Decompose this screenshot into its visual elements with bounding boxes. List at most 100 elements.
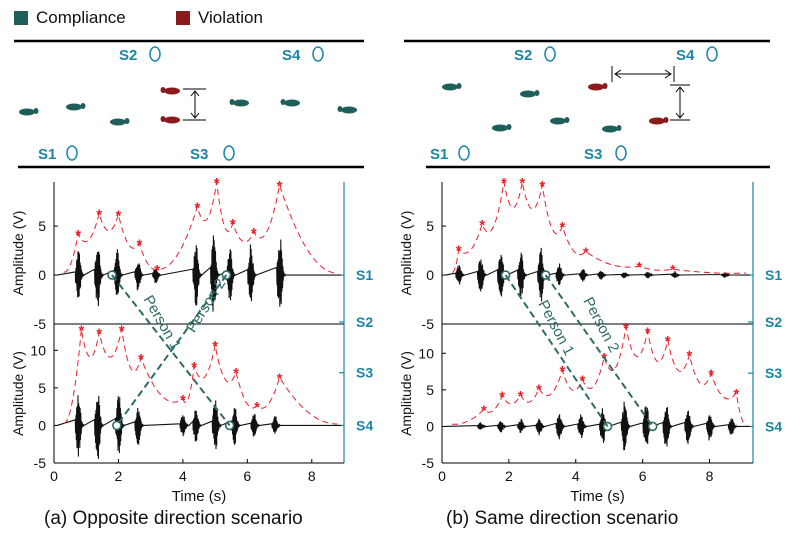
peak-marker: * [136,237,142,254]
y-tick-label: 5 [426,218,434,234]
footprint-icon [520,90,540,98]
x-tick-label: 0 [50,468,58,484]
peak-marker: * [583,245,589,262]
sensor-s2-label: S2 [514,47,532,64]
sensor-s1-label: S1 [430,146,448,163]
violation-footprints-b [588,83,669,125]
peak-marker: * [536,381,542,398]
legend-violation-label: Violation [198,8,263,27]
sensor-s1: S1 [38,145,78,163]
y-tick-label: 0 [38,267,46,283]
y-tick-label: -5 [422,316,435,332]
y-tick-label: -5 [34,455,47,471]
peak-marker: * [518,388,524,405]
x-axis-label: Time (s) [172,488,226,505]
vibration-signal-line [57,235,341,312]
person-track-line [116,274,228,427]
y-tick-label: 0 [426,267,434,283]
peak-marker: * [138,351,144,368]
y-axis-label: Amplitude (V) [398,351,414,436]
envelope-line [451,326,747,426]
footprint-icon [160,87,180,95]
envelope-line [451,181,747,274]
caption-b: (b) Same direction scenario [446,508,679,529]
peak-marker: * [636,259,642,276]
sensor-s1-label: S1 [38,146,56,163]
person-track-line [504,274,609,427]
peak-marker: * [254,399,260,416]
person-track-line [111,274,231,427]
person-track-line [544,274,654,427]
sensor-s2: S2 [119,46,161,64]
caption-a: (a) Opposite direction scenario [44,508,303,529]
sensor-s3-label: S3 [584,146,602,163]
violation-footprints-a [160,87,180,124]
x-tick-label: 2 [505,468,513,484]
x-tick-label: 6 [243,468,251,484]
sensor-s3-label: S3 [190,146,208,163]
peak-marker: * [499,389,505,406]
peak-marker: * [708,367,714,384]
sensor-tick-label: S3 [765,365,782,381]
legend-violation: Violation [176,8,263,28]
y-axis-label: Amplitude (V) [398,211,414,296]
compliance-swatch [14,11,28,25]
sensor-tick-label: S4 [765,418,782,434]
y-tick-label: 5 [426,382,434,398]
sensor-s4-label: S4 [282,47,301,64]
peak-marker: * [479,217,485,234]
y-tick-label: 0 [426,418,434,434]
peak-marker: * [154,262,160,279]
sensor-tick-label: S2 [765,314,782,330]
x-tick-label: 6 [639,468,647,484]
y-tick-label: -5 [34,316,47,332]
peak-marker: * [180,392,186,409]
peak-marker: * [687,348,693,365]
person-label: Person 2 [183,276,229,336]
footprint-icon [66,103,86,111]
gap-dimension-a [183,88,206,121]
footprint-icon [442,83,462,91]
sensor-tick-label: S2 [356,314,373,330]
peak-marker: * [501,175,507,192]
footprint-icon [492,124,512,132]
y-tick-label: 0 [38,417,46,433]
envelope-line [63,181,338,274]
sensor-s4: S4 [282,46,324,64]
peak-marker: * [214,175,220,192]
sensor-tick-label: S4 [356,417,373,433]
peak-marker: * [194,199,200,216]
footprint-icon [550,117,570,125]
peak-marker: * [559,219,565,236]
peak-marker: * [519,175,525,192]
footprint-icon [602,125,622,133]
scenario-a-schematic: S2 S4 S1 S3 [14,39,364,169]
y-tick-label: 5 [38,380,46,396]
peak-marker: * [233,365,239,382]
peak-marker: * [539,178,545,195]
peak-marker: * [119,322,125,339]
x-tick-label: 4 [179,468,187,484]
x-tick-label: 0 [438,468,446,484]
peak-marker: * [230,216,236,233]
sensor-tick-label: S1 [765,267,782,283]
sensor-s2-circle [544,46,556,62]
peak-marker: * [116,207,122,224]
y-tick-label: 10 [30,342,46,358]
footprint-icon [337,106,357,114]
y-tick-label: -5 [422,455,435,471]
sensor-s4-label: S4 [676,47,695,64]
vibration-signal-line [57,395,341,459]
peak-marker: * [481,403,487,420]
sensor-s1-circle [458,145,470,161]
sensor-s2: S2 [514,46,556,64]
footprint-icon [110,118,130,126]
peak-marker: * [277,178,283,195]
footprint-icon [19,108,39,116]
sensor-tick-label: S1 [356,267,373,283]
vibration-signal-line [445,247,750,302]
peak-marker: * [456,243,462,260]
peak-marker: * [580,373,586,390]
y-axis-label: Amplitude (V) [10,211,26,296]
footprint-icon [280,99,300,107]
